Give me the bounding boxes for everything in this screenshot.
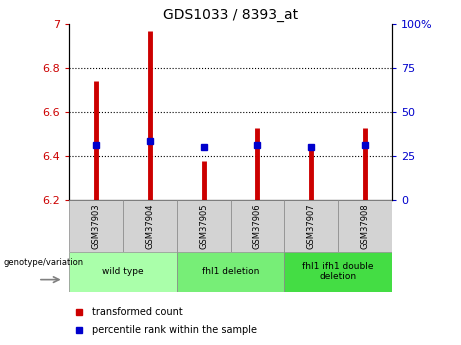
Text: fhl1 ifh1 double
deletion: fhl1 ifh1 double deletion <box>302 262 374 282</box>
Text: genotype/variation: genotype/variation <box>4 258 83 267</box>
Bar <box>230 200 284 252</box>
Text: wild type: wild type <box>102 267 144 276</box>
Text: GSM37903: GSM37903 <box>92 203 100 249</box>
Bar <box>123 200 177 252</box>
Bar <box>177 252 284 292</box>
Bar <box>69 200 123 252</box>
Bar <box>177 200 230 252</box>
Text: GSM37906: GSM37906 <box>253 203 262 249</box>
Text: GSM37908: GSM37908 <box>361 203 369 249</box>
Text: GSM37907: GSM37907 <box>307 203 316 249</box>
Text: percentile rank within the sample: percentile rank within the sample <box>92 325 257 335</box>
Bar <box>69 252 177 292</box>
Text: GSM37904: GSM37904 <box>145 203 154 249</box>
Bar <box>338 200 392 252</box>
Text: GSM37905: GSM37905 <box>199 203 208 249</box>
Text: fhl1 deletion: fhl1 deletion <box>202 267 259 276</box>
Bar <box>284 200 338 252</box>
Bar <box>284 252 392 292</box>
Text: transformed count: transformed count <box>92 307 183 317</box>
Title: GDS1033 / 8393_at: GDS1033 / 8393_at <box>163 8 298 22</box>
